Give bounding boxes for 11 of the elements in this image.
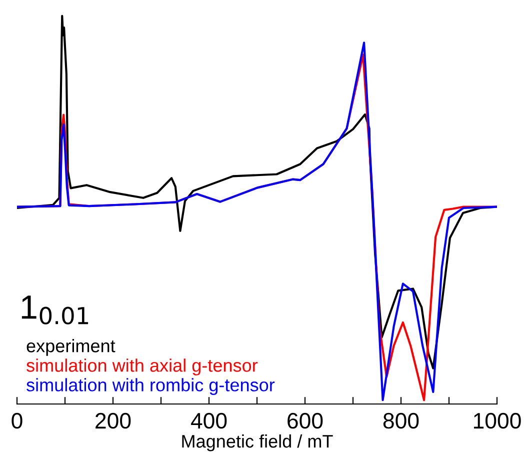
x-axis-title: Magnetic field / mT: [182, 434, 333, 452]
text: simulation with axial g-tensor: [26, 358, 258, 376]
annotation: 1$_{0.01}$: [22, 296, 88, 324]
x-tick-label: 400: [190, 412, 227, 429]
text: experiment: [26, 339, 116, 356]
text: simulation with rombic g-tensor: [26, 378, 275, 395]
x-tick-label: 0: [12, 412, 22, 429]
x-tick-label: 800: [383, 412, 419, 429]
x-tick-label: 600: [288, 412, 323, 429]
x-tick-label: 1000: [474, 412, 521, 429]
x-tick-label: 200: [96, 412, 131, 429]
